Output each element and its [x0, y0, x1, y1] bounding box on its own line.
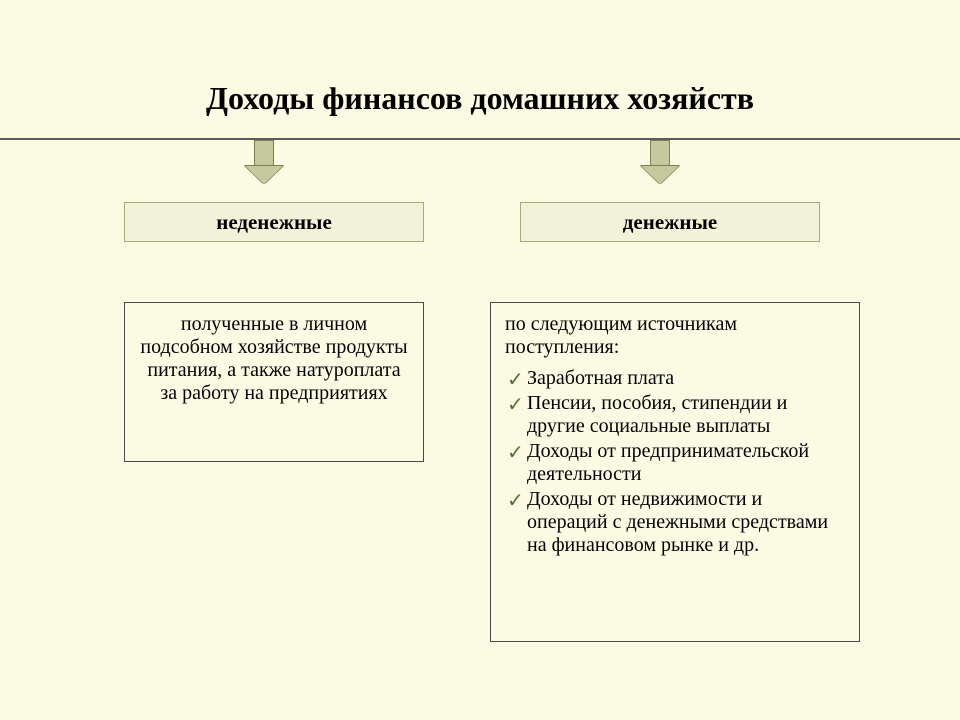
slide-title: Доходы финансов домашних хозяйств	[0, 80, 960, 117]
category-label-monetary: денежные	[623, 210, 717, 235]
arrow-icon-right	[641, 140, 679, 184]
description-box-nonmonetary: полученные в личном подсобном хозяйстве …	[124, 302, 424, 462]
description-intro-monetary: по следующим источникам поступления:	[505, 313, 845, 359]
description-list-monetary: Заработная платаПенсии, пособия, стипенд…	[505, 367, 845, 557]
category-box-monetary: денежные	[520, 202, 820, 242]
description-box-monetary: по следующим источникам поступления: Зар…	[490, 302, 860, 642]
list-item: Доходы от недвижимости и операций с дене…	[505, 488, 845, 557]
arrow-icon-left	[245, 140, 283, 184]
list-item: Доходы от предпринимательской деятельнос…	[505, 440, 845, 486]
slide-canvas: Доходы финансов домашних хозяйств недене…	[0, 0, 960, 720]
list-item: Пенсии, пособия, стипендии и другие соци…	[505, 392, 845, 438]
category-label-nonmonetary: неденежные	[216, 210, 332, 235]
divider-line	[0, 138, 960, 140]
category-box-nonmonetary: неденежные	[124, 202, 424, 242]
list-item: Заработная плата	[505, 367, 845, 390]
description-text-nonmonetary: полученные в личном подсобном хозяйстве …	[140, 313, 407, 404]
